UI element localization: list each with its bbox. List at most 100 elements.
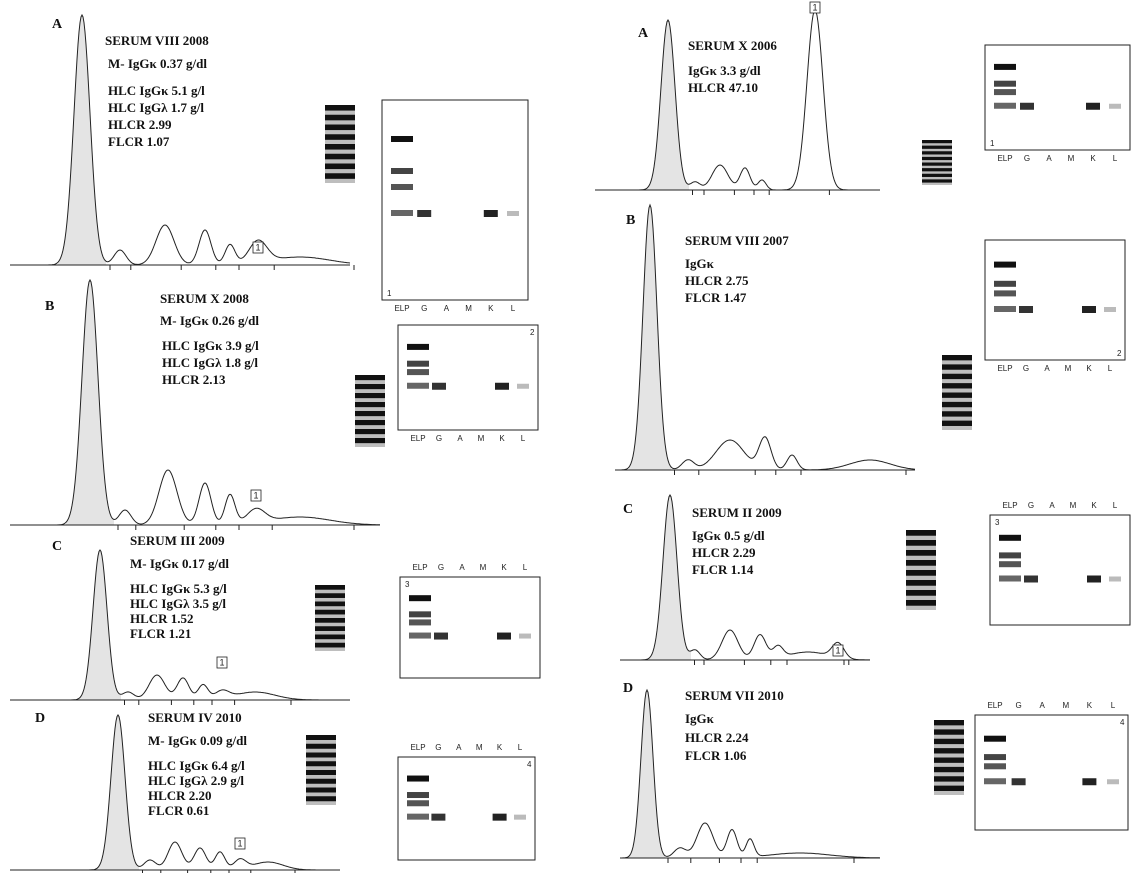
gel-band: [984, 736, 1006, 742]
gel-band: [391, 136, 413, 142]
ladder-band: [355, 411, 385, 416]
ladder-band: [306, 779, 336, 784]
peak-marker: 1: [255, 243, 260, 253]
gel-frame: [398, 325, 538, 430]
gel-frame: [382, 100, 528, 300]
ladder-band: [325, 164, 355, 170]
lane-label: M: [480, 563, 487, 572]
gel-band: [407, 814, 429, 820]
gel-band: [999, 561, 1021, 567]
ladder-band: [942, 364, 972, 369]
ladder-band: [934, 729, 964, 734]
gel-number: 1: [387, 289, 392, 298]
result-line: IgGκ 3.3 g/dl: [688, 63, 761, 78]
lane-label: K: [499, 434, 505, 443]
lane-label: M: [1065, 364, 1072, 373]
peak-shading: [66, 280, 114, 525]
result-line: FLCR 1.07: [108, 134, 170, 149]
gel-frame: [400, 577, 540, 678]
panel-letter: A: [638, 26, 649, 41]
figure: ASERUM VIII 2008M- IgGκ 0.37 g/dlHLC IgG…: [0, 0, 1136, 873]
result-line: IgGκ 0.5 g/dl: [692, 528, 765, 543]
ladder-band: [315, 618, 345, 623]
panel-title: SERUM VIII 2008: [105, 33, 209, 48]
ladder-band: [934, 776, 964, 781]
ladder-band: [355, 420, 385, 425]
lane-label: ELP: [410, 743, 425, 752]
gel-band: [407, 369, 429, 375]
trace: [10, 15, 350, 265]
ladder-band: [922, 151, 952, 154]
lane-label: L: [521, 434, 526, 443]
result-line: HLC IgGλ 3.5 g/l: [130, 596, 226, 611]
gel-band: [431, 814, 445, 821]
gel-band: [984, 754, 1006, 760]
gel-band: [407, 800, 429, 806]
lane-label: A: [456, 743, 462, 752]
ladder-band: [906, 570, 936, 576]
gel-band: [407, 383, 429, 389]
lane-label: K: [497, 743, 503, 752]
ladder-band: [906, 600, 936, 606]
panel-letter: B: [626, 213, 635, 228]
result-line: HLC IgGκ 5.3 g/l: [130, 581, 227, 596]
lane-label: ELP: [394, 304, 409, 313]
result-line: HLC IgGκ 6.4 g/l: [148, 758, 245, 773]
lane-label: K: [1086, 364, 1092, 373]
lane-label: L: [1111, 701, 1116, 710]
gel-band: [514, 815, 526, 820]
gel-band: [994, 281, 1016, 287]
ladder-band: [315, 610, 345, 615]
lane-label: A: [444, 304, 450, 313]
result-line: HLCR 2.24: [685, 730, 749, 745]
panel-letter: A: [52, 17, 63, 32]
peak-shading: [79, 550, 121, 700]
panel-letter: D: [35, 711, 45, 726]
result-line: M- IgGκ 0.26 g/dl: [160, 313, 259, 328]
result-line: HLCR 2.99: [108, 117, 172, 132]
ladder-band: [315, 585, 345, 590]
ladder-band: [942, 393, 972, 398]
lane-label: G: [1024, 154, 1030, 163]
gel-band: [1020, 103, 1034, 110]
ladder-band: [315, 643, 345, 648]
ladder-band: [325, 134, 355, 140]
panel-title: SERUM X 2006: [688, 38, 777, 53]
gel-number: 4: [527, 760, 532, 769]
gel-number: 3: [995, 518, 1000, 527]
lane-label: G: [435, 743, 441, 752]
ladder-band: [325, 173, 355, 179]
ladder-band: [325, 144, 355, 150]
ladder-band: [906, 550, 936, 556]
gel-band: [391, 168, 413, 174]
panel: BSERUM VIII 2007IgGκHLCR 2.75FLCR 1.47EL…: [615, 205, 1125, 475]
panel-title: SERUM II 2009: [692, 505, 782, 520]
lane-label: K: [1090, 154, 1096, 163]
lane-label: A: [1044, 364, 1050, 373]
ladder-band: [315, 593, 345, 598]
gel-band: [1086, 103, 1100, 110]
gel-frame: [398, 757, 535, 860]
gel-band: [994, 64, 1016, 70]
panel-title: SERUM X 2008: [160, 291, 249, 306]
ladder-band: [922, 157, 952, 160]
ladder-band: [906, 590, 936, 596]
lane-label: K: [488, 304, 494, 313]
ladder-band: [306, 744, 336, 749]
lane-label: L: [1108, 364, 1113, 373]
panel-letter: B: [45, 299, 54, 314]
gel-band: [517, 384, 529, 389]
ladder-band: [355, 393, 385, 398]
panel-title: SERUM VII 2010: [685, 688, 784, 703]
gel-band: [999, 576, 1021, 582]
gel-band: [1012, 778, 1026, 785]
gel-band: [984, 763, 1006, 769]
lane-label: ELP: [1002, 501, 1017, 510]
ladder-band: [325, 105, 355, 111]
panel-title: SERUM III 2009: [130, 533, 225, 548]
gel-band: [999, 535, 1021, 541]
ladder-band: [355, 438, 385, 443]
gel-band: [409, 619, 431, 625]
gel-band: [519, 634, 531, 639]
